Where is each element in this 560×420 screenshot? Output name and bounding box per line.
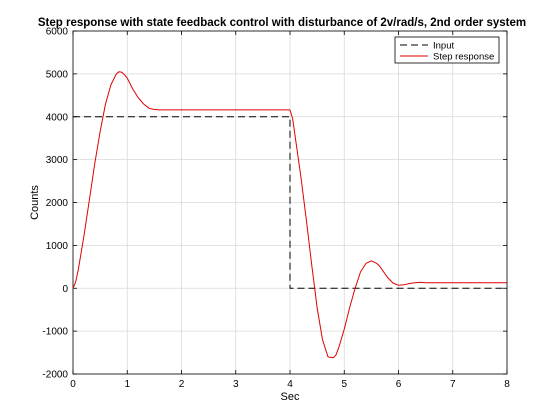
- y-tick-label: -2000: [42, 370, 68, 381]
- chart-title: Step response with state feedback contro…: [38, 17, 526, 29]
- legend-entry: Input: [433, 41, 454, 52]
- x-axis-label: Sec: [281, 391, 300, 403]
- x-tick-label: 5: [341, 379, 347, 390]
- y-tick-label: -1000: [42, 327, 68, 338]
- y-axis-label: Counts: [29, 185, 41, 220]
- x-tick-label: 0: [70, 379, 76, 390]
- y-tick-label: 4000: [46, 112, 69, 123]
- x-tick-label: 1: [124, 379, 130, 390]
- x-tick-label: 7: [450, 379, 456, 390]
- y-tick-label: 0: [62, 284, 68, 295]
- x-tick-label: 8: [504, 379, 510, 390]
- y-tick-label: 1000: [46, 241, 69, 252]
- y-tick-label: 2000: [46, 198, 69, 209]
- y-tick-label: 5000: [46, 69, 69, 80]
- y-tick-label: 6000: [46, 27, 69, 38]
- y-tick-label: 3000: [46, 155, 69, 166]
- legend-entry: Step response: [433, 52, 494, 63]
- x-tick-label: 2: [179, 379, 185, 390]
- x-tick-label: 6: [396, 379, 402, 390]
- x-tick-label: 4: [287, 379, 293, 390]
- x-tick-label: 3: [233, 379, 239, 390]
